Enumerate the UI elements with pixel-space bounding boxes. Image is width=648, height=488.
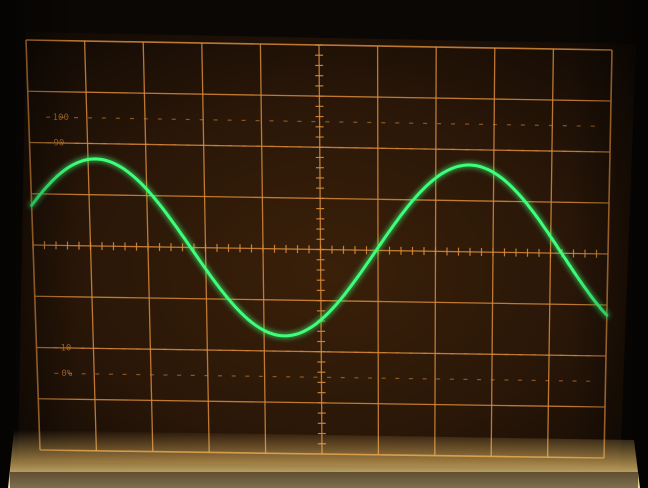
bezel-edge xyxy=(10,472,638,488)
